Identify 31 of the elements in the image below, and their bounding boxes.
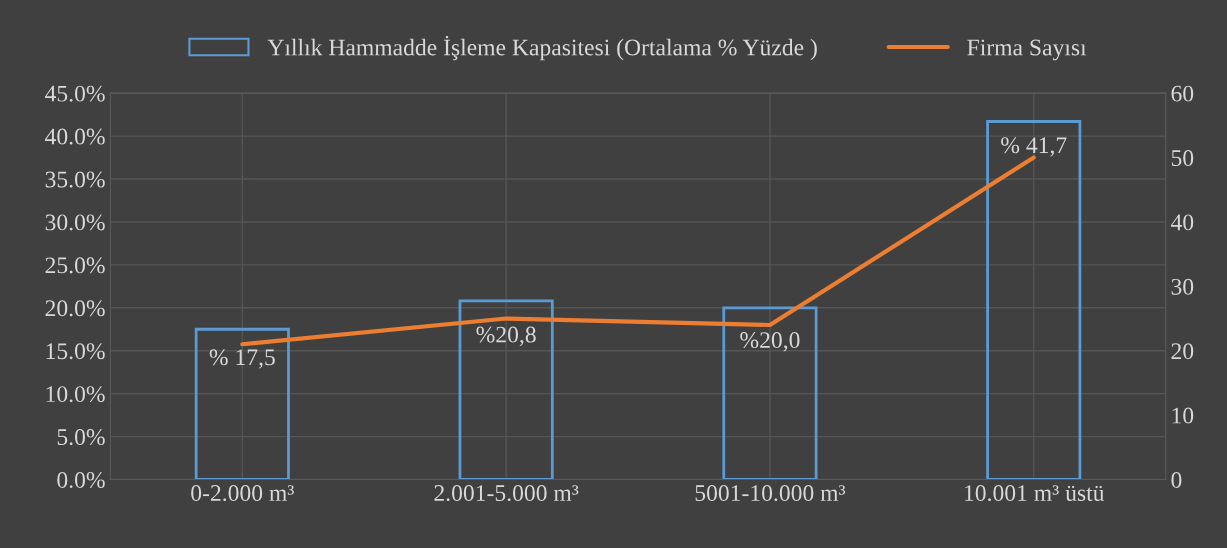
- y-tick-label: 5.0%: [57, 429, 105, 446]
- y2-tick-label: 30: [1171, 278, 1194, 295]
- y-tick-label: 10.0%: [46, 386, 105, 403]
- bar: [458, 299, 554, 480]
- y2-tick-label: 0: [1171, 471, 1182, 488]
- bar: [194, 327, 290, 480]
- y-tick-label: 15.0%: [46, 343, 105, 360]
- y-tick-label: 40.0%: [45, 128, 105, 145]
- x-tick-label: 10.001 m³ üstü: [965, 485, 1105, 502]
- legend-label: Firma Sayısı: [967, 39, 1087, 61]
- y2-tick-label: 40: [1170, 214, 1194, 231]
- y2-tick-label: 50: [1171, 150, 1194, 166]
- x-tick-label: 2.001-5.000 m³: [434, 485, 579, 502]
- y-tick-label: 45.0%: [45, 85, 105, 102]
- y2-tick-label: 60: [1171, 85, 1194, 102]
- x-tick-label: 5001-10.000 m³: [695, 485, 846, 502]
- bar: [986, 120, 1082, 480]
- data-label: %20,8: [476, 326, 536, 346]
- y-tick-label: 20.0%: [45, 300, 105, 317]
- y-tick-label: 35.0%: [45, 171, 105, 188]
- data-label: % 17,5: [209, 349, 275, 369]
- x-tick-label: 0-2.000 m³: [191, 485, 294, 502]
- data-label: % 41,7: [1001, 137, 1067, 157]
- data-label: %20,0: [740, 332, 800, 352]
- y2-tick-label: 10: [1172, 407, 1194, 424]
- bar: [722, 306, 818, 480]
- legend-label: Yıllık Hammadde İşleme Kapasitesi (Ortalama % Yüzde ): [267, 35, 817, 61]
- y-tick-label: 0.0%: [57, 471, 105, 489]
- y-tick-label: 25.0%: [45, 257, 105, 274]
- y-tick-label: 30.0%: [45, 214, 105, 231]
- y2-tick-label: 20: [1171, 343, 1194, 360]
